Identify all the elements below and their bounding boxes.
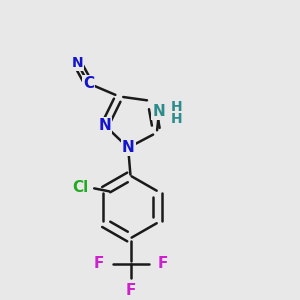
Text: N: N xyxy=(98,118,111,133)
Text: F: F xyxy=(158,256,168,271)
Text: F: F xyxy=(93,256,103,271)
Text: N: N xyxy=(72,56,83,70)
Text: H: H xyxy=(170,112,182,125)
Text: Cl: Cl xyxy=(73,180,89,195)
Text: N: N xyxy=(122,140,134,155)
Text: C: C xyxy=(83,76,94,91)
Text: H: H xyxy=(170,100,182,114)
Text: F: F xyxy=(125,284,136,298)
Text: N: N xyxy=(153,104,165,119)
